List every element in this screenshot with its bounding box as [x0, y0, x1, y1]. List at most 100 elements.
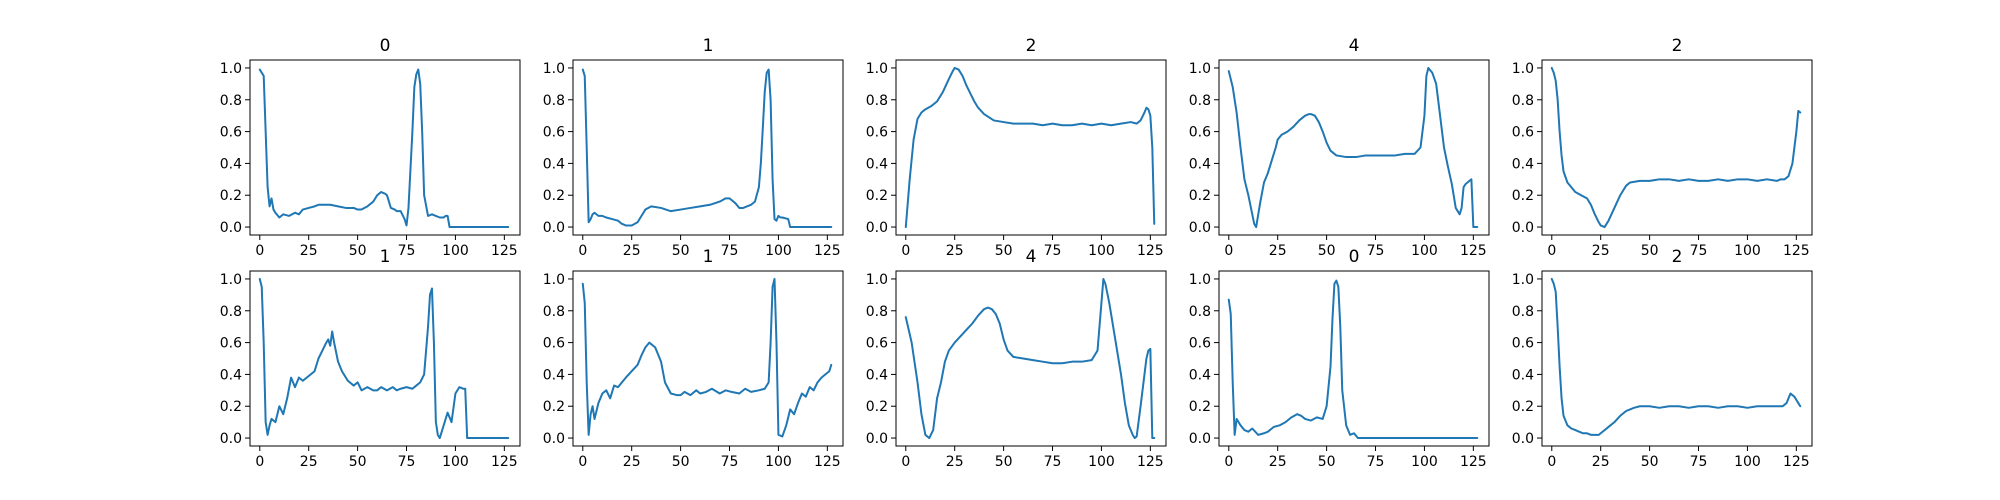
- x-tick-label: 50: [1641, 454, 1659, 470]
- subplot-6: 1 0 25 50 75 100 125 0.0 0.2 0.4 0.6 0.8 1.0: [220, 247, 521, 470]
- x-tick-label: 25: [300, 454, 318, 470]
- x-tick-label: 100: [765, 454, 792, 470]
- x-tick-label: 100: [1088, 454, 1115, 470]
- x-tick-label: 125: [1137, 243, 1164, 259]
- y-tick-label: 0.2: [220, 188, 242, 204]
- subplot-title: 1: [703, 36, 714, 56]
- x-tick-label: 125: [814, 454, 841, 470]
- subplot-title: 2: [1672, 36, 1683, 56]
- x-tick-label: 25: [946, 454, 964, 470]
- x-tick-label: 75: [1044, 243, 1062, 259]
- y-tick-label: 0.0: [543, 220, 565, 236]
- y-tick-label: 1.0: [866, 61, 888, 77]
- x-tick-label: 25: [623, 454, 641, 470]
- y-tick-label: 0.6: [1189, 125, 1211, 141]
- x-tick-label: 50: [672, 454, 690, 470]
- y-tick-label: 0.6: [220, 125, 242, 141]
- y-tick-label: 0.0: [1189, 220, 1211, 236]
- x-tick-label: 0: [1547, 243, 1556, 259]
- x-tick-label: 25: [946, 243, 964, 259]
- y-tick-label: 0.6: [543, 336, 565, 352]
- y-tick-label: 0.8: [220, 304, 242, 320]
- x-tick-label: 75: [1367, 454, 1385, 470]
- y-tick-label: 0.6: [866, 125, 888, 141]
- x-tick-label: 75: [1690, 454, 1708, 470]
- y-tick-label: 0.8: [1512, 304, 1534, 320]
- subplot-title: 4: [1349, 36, 1360, 56]
- x-tick-label: 125: [491, 454, 518, 470]
- subplot-title: 2: [1672, 247, 1683, 267]
- subplot-1: 0 0 25 50 75 100 125 0.0 0.2 0.4 0.6 0.8 1.0: [220, 36, 521, 259]
- axes-frame: [572, 59, 844, 236]
- x-tick-label: 50: [672, 243, 690, 259]
- x-tick-label: 100: [765, 243, 792, 259]
- axes-frame: [895, 270, 1167, 447]
- y-tick-label: 0.2: [1512, 188, 1534, 204]
- y-tick-label: 0.8: [1189, 304, 1211, 320]
- axes-frame: [572, 270, 844, 447]
- y-tick-label: 1.0: [543, 61, 565, 77]
- y-tick-label: 0.4: [220, 367, 242, 383]
- y-tick-label: 0.4: [543, 156, 565, 172]
- y-tick-label: 1.0: [543, 272, 565, 288]
- axes-frame: [895, 59, 1167, 236]
- y-tick-label: 0.0: [866, 220, 888, 236]
- x-tick-label: 75: [721, 454, 739, 470]
- x-tick-label: 25: [1269, 454, 1287, 470]
- y-tick-label: 0.8: [543, 93, 565, 109]
- subplot-title: 2: [1026, 36, 1037, 56]
- y-tick-label: 0.4: [1512, 156, 1534, 172]
- subplot-9: 0 0 25 50 75 100 125 0.0 0.2 0.4 0.6 0.8 1.0: [1189, 247, 1490, 470]
- y-tick-label: 1.0: [1512, 61, 1534, 77]
- y-tick-label: 1.0: [866, 272, 888, 288]
- x-tick-label: 0: [901, 454, 910, 470]
- x-tick-label: 125: [1460, 454, 1487, 470]
- x-tick-label: 75: [721, 243, 739, 259]
- x-tick-label: 75: [398, 243, 416, 259]
- y-tick-label: 0.4: [1189, 156, 1211, 172]
- y-tick-label: 1.0: [220, 61, 242, 77]
- subplot-2: 1 0 25 50 75 100 125 0.0 0.2 0.4 0.6 0.8 1.0: [543, 36, 844, 259]
- series-line: [258, 68, 510, 229]
- x-tick-label: 50: [349, 243, 367, 259]
- axes-frame: [249, 59, 521, 236]
- y-tick-label: 0.2: [1512, 399, 1534, 415]
- y-tick-label: 0.2: [1189, 399, 1211, 415]
- x-tick-label: 50: [1318, 243, 1336, 259]
- series-line: [1227, 279, 1479, 440]
- y-tick-label: 0.6: [866, 336, 888, 352]
- x-tick-label: 25: [1269, 243, 1287, 259]
- y-tick-label: 0.0: [866, 431, 888, 447]
- x-tick-label: 50: [995, 454, 1013, 470]
- axes-frame: [249, 270, 521, 447]
- y-tick-label: 1.0: [1512, 272, 1534, 288]
- series-line: [904, 66, 1156, 229]
- x-tick-label: 50: [1318, 454, 1336, 470]
- series-line: [258, 277, 510, 440]
- y-tick-label: 0.4: [220, 156, 242, 172]
- y-tick-label: 0.4: [866, 156, 888, 172]
- subplot-title: 1: [380, 247, 391, 267]
- y-tick-label: 0.0: [543, 431, 565, 447]
- y-tick-label: 0.8: [866, 304, 888, 320]
- y-tick-label: 1.0: [1189, 61, 1211, 77]
- subplot-8: 4 0 25 50 75 100 125 0.0 0.2 0.4 0.6 0.8 1.0: [866, 247, 1167, 470]
- x-tick-label: 50: [1641, 243, 1659, 259]
- x-tick-label: 0: [901, 243, 910, 259]
- series-line: [1550, 277, 1802, 436]
- axes-frame: [1218, 270, 1490, 447]
- x-tick-label: 125: [1783, 243, 1810, 259]
- x-tick-label: 25: [623, 243, 641, 259]
- x-tick-label: 100: [442, 454, 469, 470]
- x-tick-label: 25: [1592, 454, 1610, 470]
- x-tick-label: 0: [1547, 454, 1556, 470]
- y-tick-label: 0.8: [866, 93, 888, 109]
- x-tick-label: 0: [255, 243, 264, 259]
- x-tick-label: 100: [1411, 243, 1438, 259]
- subplot-3: 2 0 25 50 75 100 125 0.0 0.2 0.4 0.6 0.8 1.0: [866, 36, 1167, 259]
- y-tick-label: 0.8: [220, 93, 242, 109]
- x-tick-label: 125: [1783, 454, 1810, 470]
- y-tick-label: 0.0: [1512, 220, 1534, 236]
- x-tick-label: 25: [300, 243, 318, 259]
